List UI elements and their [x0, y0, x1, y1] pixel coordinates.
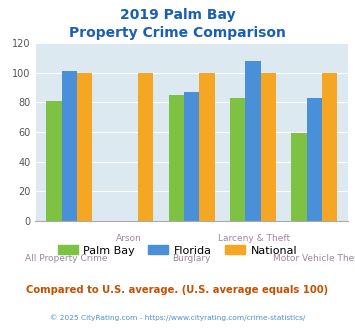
Bar	[61, 71, 77, 221]
Text: Motor Vehicle Theft: Motor Vehicle Theft	[273, 254, 355, 263]
Text: 2019 Palm Bay: 2019 Palm Bay	[120, 8, 235, 22]
Bar	[322, 73, 337, 221]
Text: Larceny & Theft: Larceny & Theft	[218, 234, 290, 243]
Bar	[261, 73, 276, 221]
Bar	[245, 61, 261, 221]
Bar	[200, 73, 215, 221]
Bar	[230, 98, 245, 221]
Legend: Palm Bay, Florida, National: Palm Bay, Florida, National	[53, 241, 302, 260]
Text: © 2025 CityRating.com - https://www.cityrating.com/crime-statistics/: © 2025 CityRating.com - https://www.city…	[50, 314, 305, 321]
Text: Property Crime Comparison: Property Crime Comparison	[69, 26, 286, 40]
Bar	[169, 95, 184, 221]
Text: Burglary: Burglary	[173, 254, 211, 263]
Bar	[138, 73, 153, 221]
Text: Compared to U.S. average. (U.S. average equals 100): Compared to U.S. average. (U.S. average …	[26, 285, 329, 295]
Bar	[184, 92, 200, 221]
Bar	[291, 133, 307, 221]
Bar	[307, 98, 322, 221]
Text: All Property Crime: All Property Crime	[26, 254, 108, 263]
Bar	[77, 73, 92, 221]
Bar	[46, 101, 61, 221]
Text: Arson: Arson	[116, 234, 142, 243]
